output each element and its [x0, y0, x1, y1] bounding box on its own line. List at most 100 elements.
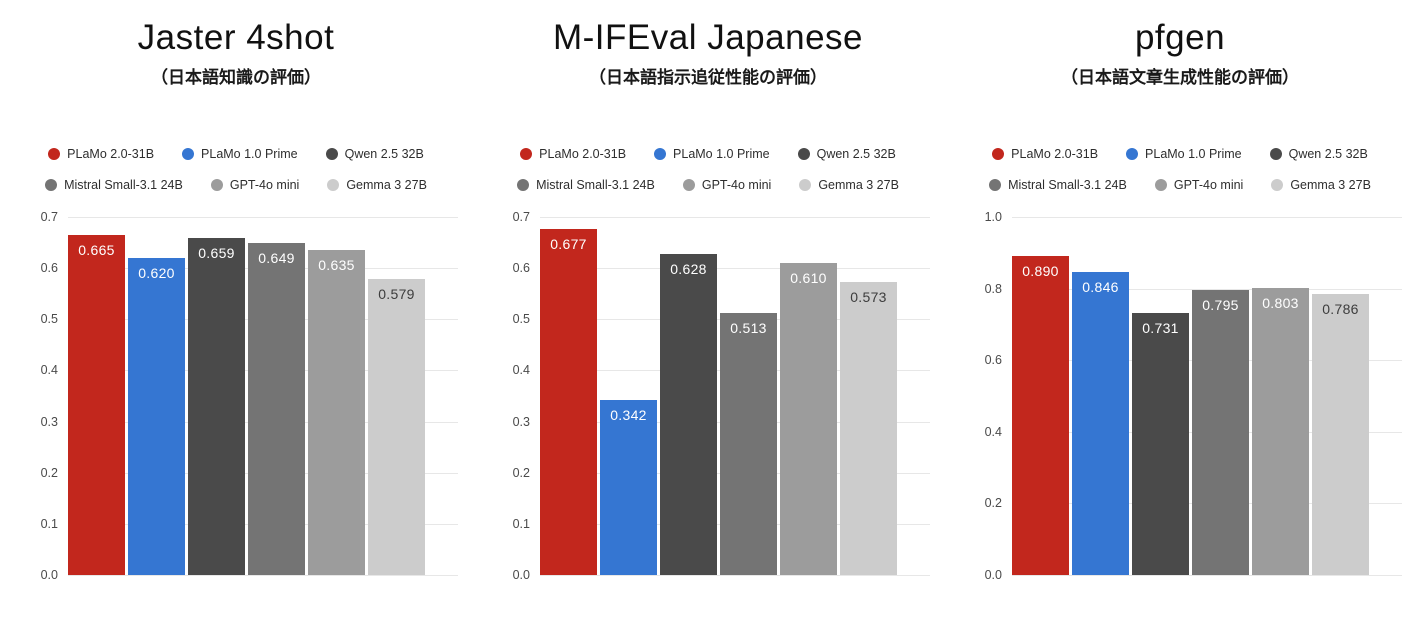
y-axis-tick-label: 0.3 [40, 414, 58, 429]
legend-label: PLaMo 2.0-31B [539, 147, 627, 161]
bar-gemma-3-27b: 0.786 [1312, 293, 1369, 575]
legend-item-gpt-4o-mini: GPT-4o mini [682, 177, 772, 193]
legend-item-plamo-1-0-prime: PLaMo 1.0 Prime [654, 146, 770, 162]
bar-gpt-4o-mini: 0.803 [1252, 287, 1309, 575]
chart-legend: PLaMo 2.0-31B PLaMo 1.0 Prime Qwen 2.5 32B… [472, 146, 944, 193]
legend-item-plamo-1-0-prime: PLaMo 1.0 Prime [1126, 146, 1242, 162]
legend-marker-icon [210, 179, 223, 191]
y-axis-tick-label: 0.4 [40, 363, 58, 378]
chart-subtitle: （日本語文章生成性能の評価） [1061, 68, 1299, 87]
legend-marker-icon [520, 148, 533, 160]
plot-canvas: 0.665 0.620 0.659 0.649 0.635 0.579 [68, 217, 458, 576]
legend-marker-icon [48, 148, 61, 160]
bar-value-label: 0.635 [318, 257, 355, 274]
bar-value-label: 0.628 [670, 260, 707, 277]
bar-value-label: 0.677 [550, 235, 587, 252]
y-axis-tick-label: 0.6 [512, 261, 530, 276]
plot-canvas: 0.890 0.846 0.731 0.795 0.803 0.786 [1012, 217, 1402, 576]
legend-label: GPT-4o mini [701, 178, 772, 192]
bar-plamo-2-0-31b: 0.665 [68, 234, 125, 575]
y-axis-tick-label: 0.2 [984, 496, 1002, 511]
legend-label: Mistral Small-3.1 24B [536, 178, 655, 192]
legend-marker-icon [325, 148, 338, 160]
legend-label: Gemma 3 27B [1290, 178, 1371, 192]
chart-plot-area: 0.7 0.6 0.5 0.4 0.3 0.2 0.1 0.0 0.665 0.620 0.659 0… [0, 210, 472, 582]
bar-plamo-2-0-31b: 0.890 [1012, 256, 1069, 575]
legend-row: PLaMo 2.0-31B PLaMo 1.0 Prime Qwen 2.5 32B [992, 146, 1368, 162]
legend-marker-icon [1154, 179, 1167, 191]
bar-value-label: 0.890 [1022, 263, 1059, 280]
chart-title: Jaster 4shot [137, 18, 335, 57]
y-axis-tick-label: 0.7 [40, 210, 58, 224]
legend-item-mistral-small-3-1-24b: Mistral Small-3.1 24B [989, 177, 1127, 193]
legend-item-qwen-2-5-32b: Qwen 2.5 32B [1269, 146, 1368, 162]
y-axis-tick-label: 0.1 [512, 516, 530, 531]
y-axis-tick-label: 0.4 [984, 424, 1002, 439]
legend-marker-icon [992, 148, 1005, 160]
y-axis-tick-label: 0.8 [984, 281, 1002, 296]
legend-label: PLaMo 2.0-31B [67, 147, 155, 161]
chart-subtitle: （日本語指示追従性能の評価） [589, 68, 827, 87]
gridline [68, 575, 458, 576]
chart-title: pfgen [1134, 18, 1226, 57]
legend-label: Mistral Small-3.1 24B [1008, 178, 1127, 192]
bar-value-label: 0.665 [78, 241, 115, 258]
chart-plot-area: 0.7 0.6 0.5 0.4 0.3 0.2 0.1 0.0 0.677 0.342 0.628 0… [472, 210, 944, 582]
legend-item-plamo-2-0-31b: PLaMo 2.0-31B [48, 146, 154, 162]
y-axis-tick-label: 0.5 [40, 312, 58, 327]
bar-value-label: 0.610 [790, 270, 827, 287]
bar-plamo-1-0-prime: 0.846 [1072, 272, 1129, 575]
y-axis: 0.7 0.6 0.5 0.4 0.3 0.2 0.1 0.0 [10, 210, 68, 582]
chart-panel-jaster-4shot: Jaster 4shot （日本語知識の評価） PLaMo 2.0-31B PLa… [0, 0, 472, 620]
legend-marker-icon [517, 179, 530, 191]
bar-mistral-small-3-1-24b: 0.649 [248, 243, 305, 575]
y-axis: 1.0 0.8 0.6 0.4 0.2 0.0 [954, 210, 1012, 582]
legend-label: Qwen 2.5 32B [1288, 147, 1368, 161]
chart-plot-area: 1.0 0.8 0.6 0.4 0.2 0.0 0.890 0.846 0.731 0.795 0.… [944, 210, 1416, 582]
legend-item-gemma-3-27b: Gemma 3 27B [1271, 177, 1371, 193]
y-axis-tick-label: 0.0 [984, 568, 1002, 582]
chart-title: M-IFEval Japanese [552, 18, 864, 57]
bar-value-label: 0.579 [378, 285, 415, 302]
chart-legend: PLaMo 2.0-31B PLaMo 1.0 Prime Qwen 2.5 32B… [0, 146, 472, 193]
y-axis-tick-label: 0.2 [512, 465, 530, 480]
legend-item-gpt-4o-mini: GPT-4o mini [210, 177, 299, 193]
gridline [540, 217, 930, 218]
bar-value-label: 0.620 [138, 264, 175, 281]
legend-marker-icon [799, 179, 812, 191]
legend-item-gpt-4o-mini: GPT-4o mini [1154, 177, 1243, 193]
legend-marker-icon [45, 179, 58, 191]
bar-plamo-2-0-31b: 0.677 [540, 228, 597, 575]
gridline [540, 575, 930, 576]
legend-row: Mistral Small-3.1 24B GPT-4o mini Gemma 3 … [45, 177, 427, 193]
bar-qwen-2-5-32b: 0.731 [1132, 313, 1189, 575]
legend-item-plamo-1-0-prime: PLaMo 1.0 Prime [182, 146, 298, 162]
bar-gemma-3-27b: 0.573 [840, 281, 897, 575]
bar-gemma-3-27b: 0.579 [368, 278, 425, 575]
bar-value-label: 0.573 [850, 288, 887, 305]
bar-value-label: 0.342 [610, 407, 647, 424]
bar-value-label: 0.803 [1262, 294, 1299, 311]
legend-row: Mistral Small-3.1 24B GPT-4o mini Gemma 3 … [517, 177, 899, 193]
gridline [68, 217, 458, 218]
bar-gpt-4o-mini: 0.635 [308, 250, 365, 575]
legend-label: Gemma 3 27B [818, 178, 899, 192]
bar-value-label: 0.731 [1142, 320, 1179, 337]
legend-label: Qwen 2.5 32B [344, 147, 424, 161]
bar-value-label: 0.795 [1202, 297, 1239, 314]
y-axis-tick-label: 0.6 [984, 353, 1002, 368]
legend-marker-icon [182, 148, 195, 160]
legend-item-gemma-3-27b: Gemma 3 27B [799, 177, 899, 193]
bar-mistral-small-3-1-24b: 0.513 [720, 312, 777, 575]
y-axis-tick-label: 0.7 [512, 210, 530, 224]
gridline [1012, 575, 1402, 576]
legend-row: PLaMo 2.0-31B PLaMo 1.0 Prime Qwen 2.5 32B [520, 146, 896, 162]
bar-value-label: 0.513 [730, 319, 767, 336]
bar-mistral-small-3-1-24b: 0.795 [1192, 290, 1249, 575]
bar-plamo-1-0-prime: 0.620 [128, 257, 185, 575]
legend-marker-icon [682, 179, 695, 191]
y-axis-tick-label: 0.6 [40, 261, 58, 276]
legend-marker-icon [1271, 179, 1284, 191]
legend-marker-icon [797, 148, 810, 160]
legend-item-plamo-2-0-31b: PLaMo 2.0-31B [992, 146, 1098, 162]
